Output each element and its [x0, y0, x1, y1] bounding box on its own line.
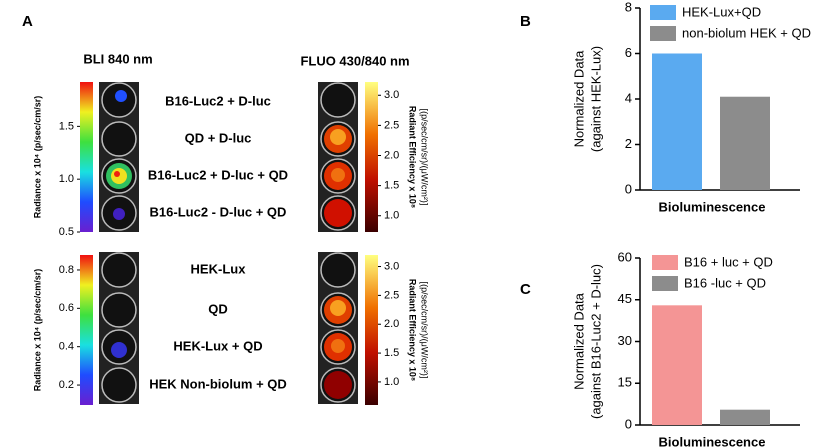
colorbar-tick-label: 1.5	[384, 180, 399, 192]
colorbar-tick-label: 2.5	[384, 289, 399, 301]
y-tick-label: 30	[618, 333, 632, 348]
colorbar-tick-label: 1.5	[59, 120, 74, 132]
y-tick-label: 0	[625, 416, 632, 431]
colorbar-tick-label: 2.5	[384, 119, 399, 131]
legend-label: non-biolum HEK + QD	[682, 25, 811, 40]
well-images	[80, 82, 378, 405]
colorbar-label: [(p/sec/cm/sr)/(μW/cm²)]	[420, 282, 430, 379]
colorbar-tick-label: 0.4	[59, 341, 74, 353]
row-label: B16-Luc2 + D-luc + QD	[148, 167, 288, 182]
panel-label: B	[520, 13, 531, 30]
colorbar-tick-label: 0.2	[59, 379, 74, 391]
y-tick-label: 6	[625, 45, 632, 60]
bli-title: BLI 840 nm	[83, 51, 152, 66]
legend-label: B16 + luc + QD	[684, 254, 773, 269]
y-tick-label: 2	[625, 136, 632, 151]
y-axis-label: Normalized Data	[571, 292, 586, 390]
panel-label: C	[520, 281, 531, 298]
row-label: QD	[208, 301, 228, 316]
row-label: B16-Luc2 + D-luc	[165, 93, 271, 108]
colorbar-tick-label: 3.0	[384, 260, 399, 272]
legend-label: HEK-Lux+QD	[682, 4, 761, 19]
fluo-title: FLUO 430/840 nm	[300, 53, 409, 68]
colorbar-label: Radiance x 10⁴ (p/sec/cm/sr)	[32, 96, 42, 219]
colorbar-tick-label: 0.5	[59, 226, 74, 238]
bar	[652, 305, 702, 425]
y-tick-label: 60	[618, 249, 632, 264]
x-tick-label: Bioluminescence	[659, 199, 766, 214]
colorbar-tick-label: 0.6	[59, 302, 74, 314]
y-axis-label: (against B16-Luc2 + D-luc)	[588, 264, 603, 419]
legend-swatch	[650, 26, 676, 41]
x-tick-label: Bioluminescence	[659, 434, 766, 447]
colorbar-label: Radiant Efficiency x 10⁸	[408, 106, 418, 208]
y-axis-label: Normalized Data	[571, 50, 586, 148]
row-label: HEK Non-biolum + QD	[149, 376, 287, 391]
panel-label: A	[22, 13, 33, 30]
colorbar-label: Radiance x 10⁴ (p/sec/cm/sr)	[32, 269, 42, 392]
colorbar-label: [(p/sec/cm/sr)/(μW/cm²)]	[420, 109, 430, 206]
legend-label: B16 -luc + QD	[684, 275, 766, 290]
bar	[720, 96, 770, 190]
row-label: B16-Luc2 - D-luc + QD	[150, 204, 287, 219]
legend-swatch	[650, 5, 676, 20]
colorbar-tick-label: 0.8	[59, 264, 74, 276]
colorbar-tick-label: 1.0	[384, 376, 399, 388]
colorbar-tick-label: 1.0	[384, 210, 399, 222]
y-tick-label: 4	[625, 90, 632, 105]
y-tick-label: 45	[618, 291, 632, 306]
colorbar-label: Radiant Efficiency x 10⁸	[408, 279, 418, 381]
colorbar-tick-label: 2.0	[384, 318, 399, 330]
colorbar-tick-label: 3.0	[384, 89, 399, 101]
row-label: HEK-Lux	[191, 261, 247, 276]
y-tick-label: 0	[625, 181, 632, 196]
y-tick-label: 8	[625, 0, 632, 14]
legend-swatch	[652, 276, 678, 291]
bar	[652, 53, 702, 190]
row-label: QD + D-luc	[185, 130, 252, 145]
y-tick-label: 15	[618, 375, 632, 390]
row-label: HEK-Lux + QD	[173, 338, 262, 353]
colorbar-tick-label: 2.0	[384, 149, 399, 161]
colorbar-tick-label: 1.0	[59, 173, 74, 185]
bar	[720, 409, 770, 425]
legend-swatch	[652, 255, 678, 270]
y-axis-label: (against HEK-Lux)	[588, 46, 603, 152]
colorbar-tick-label: 1.5	[384, 347, 399, 359]
